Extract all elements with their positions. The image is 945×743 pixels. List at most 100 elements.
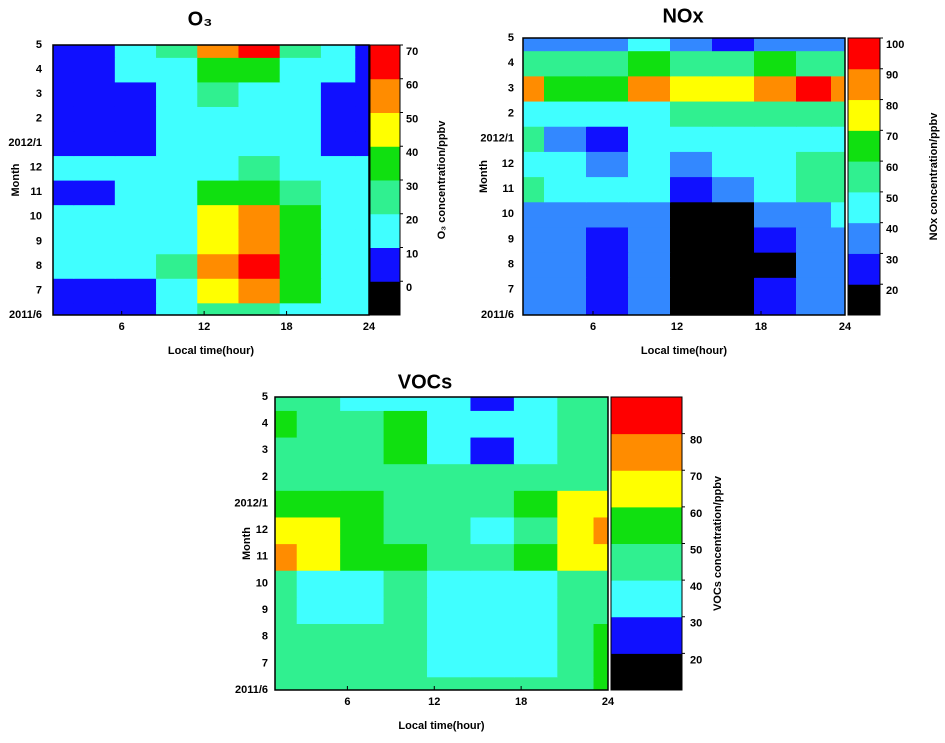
cell	[383, 650, 428, 678]
cell	[523, 176, 545, 203]
cell	[831, 277, 845, 304]
colorbar-tick-label: 80	[886, 100, 898, 112]
x-tick-label: 6	[119, 321, 125, 333]
cell	[320, 57, 356, 83]
cell	[320, 302, 356, 315]
cell	[296, 463, 341, 491]
cell	[586, 38, 629, 52]
y-tick-label: 2	[36, 113, 42, 125]
colorbar-tick-label: 50	[690, 544, 702, 556]
cell	[831, 38, 845, 52]
x-tick-label: 18	[755, 321, 767, 333]
colorbar-band	[848, 284, 880, 316]
cell	[796, 226, 832, 253]
cell	[383, 570, 428, 598]
cell	[593, 650, 608, 678]
cell	[754, 302, 797, 315]
cell	[557, 623, 595, 651]
cell	[296, 436, 341, 465]
cell	[470, 397, 515, 411]
cell	[279, 57, 322, 83]
cell	[523, 226, 545, 253]
cell	[114, 57, 157, 83]
cell	[754, 50, 797, 77]
cell	[628, 126, 671, 152]
cell	[320, 45, 356, 58]
cell	[593, 463, 608, 491]
cell	[275, 623, 298, 651]
cell	[114, 130, 157, 157]
y-tick-label: 4	[36, 63, 43, 75]
cell	[355, 57, 369, 83]
cell	[593, 543, 608, 571]
cell	[513, 570, 558, 598]
y-tick-label: 12	[502, 158, 514, 170]
x-tick-label: 12	[198, 321, 210, 333]
cell	[754, 126, 797, 152]
cell	[586, 75, 629, 102]
y-tick-label: 2	[262, 471, 268, 483]
colorbar-band	[848, 161, 880, 193]
y-tick-label: 12	[256, 524, 268, 536]
cell	[427, 676, 472, 690]
x-axis-label: Local time(hour)	[398, 720, 485, 732]
cell	[523, 151, 545, 178]
cell	[383, 436, 428, 465]
y-tick-label: 4	[508, 57, 515, 69]
y-tick-label: 3	[262, 444, 268, 456]
cell	[670, 75, 713, 102]
cell	[754, 38, 797, 52]
x-tick-label: 24	[839, 321, 852, 333]
cell	[513, 436, 558, 465]
cell	[544, 277, 587, 304]
cell	[712, 151, 755, 178]
cell	[628, 226, 671, 253]
cell	[279, 155, 322, 181]
cells	[523, 38, 845, 315]
cell	[712, 277, 755, 304]
cell	[53, 253, 75, 279]
cell	[340, 463, 385, 491]
cell	[238, 106, 281, 132]
cell	[114, 180, 157, 206]
cell	[544, 126, 587, 152]
cell	[156, 45, 198, 58]
colorbar-tick-label: 0	[406, 282, 412, 294]
cell	[557, 436, 595, 465]
colorbar-tick-label: 50	[886, 193, 898, 205]
cell	[156, 130, 198, 157]
cell	[470, 543, 515, 571]
cell	[628, 176, 671, 203]
cell	[320, 81, 356, 107]
cell	[340, 410, 385, 438]
cell	[383, 410, 428, 438]
cell	[114, 253, 157, 279]
chart: 6 12 18 24 2011/6 7 8 9 10 11 12 2012/1 2 3 4 5 O₃ Local …	[8, 8, 448, 357]
cell	[557, 570, 595, 598]
cell	[628, 252, 671, 278]
cell	[53, 81, 75, 107]
cell	[628, 75, 671, 102]
cell	[275, 436, 298, 465]
cell	[557, 596, 595, 625]
chart: 6 12 18 24 2011/6 7 8 9 10 11 12 2012/1 2 3 4 5 NOx Local…	[478, 5, 940, 357]
y-tick-label: 11	[502, 183, 514, 195]
cell	[156, 253, 198, 279]
y-tick-label: 10	[30, 211, 42, 223]
cell	[238, 45, 281, 58]
colorbar-tick-label: 70	[886, 131, 898, 143]
x-tick-label: 12	[671, 321, 683, 333]
cell	[340, 490, 385, 518]
cell	[114, 278, 157, 304]
colorbar-band	[370, 146, 400, 181]
cells	[53, 45, 369, 315]
colorbar-tick-label: 60	[886, 162, 898, 174]
cell	[73, 45, 116, 58]
colorbar-tick-label: 60	[690, 508, 702, 520]
cell	[557, 543, 595, 571]
plot-frame	[52, 44, 370, 316]
cell	[197, 229, 240, 255]
cell	[796, 252, 832, 278]
cell	[53, 106, 75, 132]
colorbar-tick-label: 20	[886, 285, 898, 297]
